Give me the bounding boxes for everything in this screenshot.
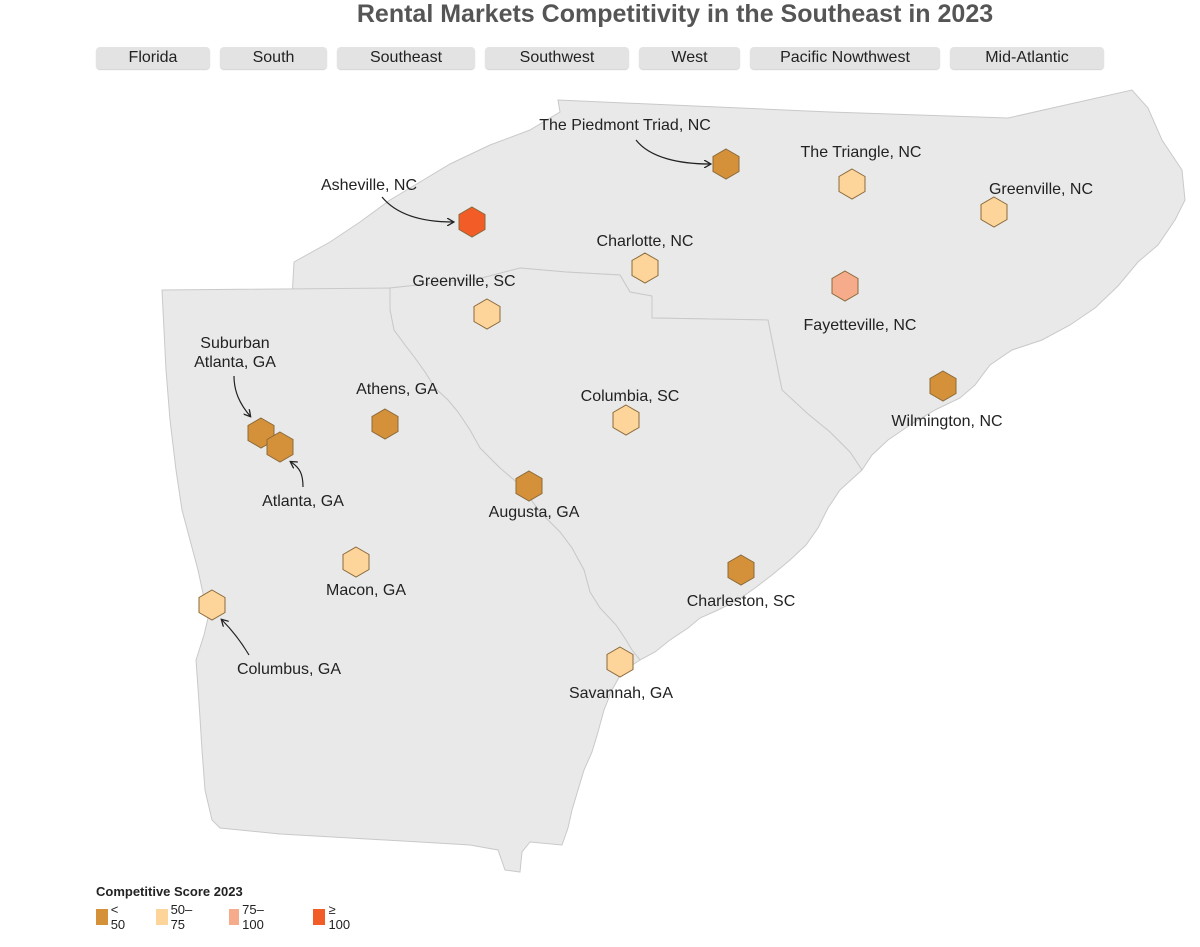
legend-swatch-50to75 bbox=[156, 909, 168, 925]
arrow-piedmont-triad bbox=[635, 139, 710, 164]
tab-southwest[interactable]: Southwest bbox=[485, 47, 629, 69]
city-hex-asheville-nc[interactable] bbox=[458, 206, 486, 238]
tab-mid-atlantic[interactable]: Mid-Atlantic bbox=[950, 47, 1104, 69]
city-hex-the-piedmont-triad-nc[interactable] bbox=[712, 148, 740, 180]
legend-item-50to75: 50–75 bbox=[156, 902, 197, 932]
city-label-atlanta-ga: Atlanta, GA bbox=[262, 493, 344, 510]
annotation-arrows bbox=[222, 139, 710, 656]
arrow-suburban-atlanta bbox=[233, 375, 250, 416]
city-label-greenville-nc: Greenville, NC bbox=[989, 181, 1093, 198]
arrow-columbus bbox=[222, 620, 250, 656]
city-hex-augusta-ga[interactable] bbox=[515, 470, 543, 502]
city-label-macon-ga: Macon, GA bbox=[326, 582, 406, 599]
city-hex-savannah-ga[interactable] bbox=[606, 646, 634, 678]
legend-item-gte100: ≥ 100 bbox=[313, 902, 354, 932]
city-label-columbia-sc: Columbia, SC bbox=[581, 388, 680, 405]
city-hex-charleston-sc[interactable] bbox=[727, 554, 755, 586]
city-hex-columbia-sc[interactable] bbox=[612, 404, 640, 436]
city-label-savannah-ga: Savannah, GA bbox=[569, 685, 673, 702]
city-hex-greenville-sc[interactable] bbox=[473, 298, 501, 330]
legend-swatch-75to100 bbox=[229, 909, 240, 925]
legend-swatch-lt50 bbox=[96, 909, 108, 925]
city-label-wilmington-nc: Wilmington, NC bbox=[891, 413, 1002, 430]
tab-pacific-northwest[interactable]: Pacific Nowthwest bbox=[750, 47, 940, 69]
city-labels: The Piedmont Triad, NC The Triangle, NC Gr… bbox=[194, 117, 1093, 702]
legend-label-50to75: 50–75 bbox=[170, 902, 193, 932]
city-hex-the-triangle-nc[interactable] bbox=[838, 168, 866, 200]
city-label-suburban-atlanta-ga: Suburban Atlanta, GA bbox=[194, 335, 276, 371]
city-label-augusta-ga: Augusta, GA bbox=[489, 504, 580, 521]
city-label-greenville-sc: Greenville, SC bbox=[412, 273, 515, 290]
city-hex-athens-ga[interactable] bbox=[371, 408, 399, 440]
city-label-charleston-sc: Charleston, SC bbox=[687, 593, 796, 610]
tab-west[interactable]: West bbox=[639, 47, 740, 69]
city-label-athens-ga: Athens, GA bbox=[356, 381, 438, 398]
tab-florida[interactable]: Florida bbox=[96, 47, 210, 69]
legend-swatch-gte100 bbox=[313, 909, 326, 925]
city-hex-charlotte-nc[interactable] bbox=[631, 252, 659, 284]
city-label-the-triangle-nc: The Triangle, NC bbox=[801, 144, 922, 161]
page-title: Rental Markets Competitivity in the Sout… bbox=[356, 0, 994, 28]
city-label-fayetteville-nc: Fayetteville, NC bbox=[804, 317, 917, 334]
legend-item-75to100: 75–100 bbox=[229, 902, 270, 932]
legend-label-75to100: 75–100 bbox=[242, 902, 264, 932]
city-markers bbox=[198, 148, 1008, 678]
tab-southeast[interactable]: Southeast bbox=[337, 47, 475, 69]
city-label-columbus-ga: Columbus, GA bbox=[237, 661, 341, 678]
city-hex-fayetteville-nc[interactable] bbox=[831, 270, 859, 302]
city-hex-columbus-ga[interactable] bbox=[198, 589, 226, 621]
city-label-the-piedmont-triad-nc: The Piedmont Triad, NC bbox=[539, 117, 711, 134]
legend-title: Competitive Score 2023 bbox=[96, 884, 243, 899]
legend-label-gte100: ≥ 100 bbox=[328, 902, 351, 932]
arrow-asheville bbox=[381, 196, 453, 222]
land-shapes bbox=[161, 89, 1186, 873]
city-hex-greenville-nc[interactable] bbox=[980, 196, 1008, 228]
tab-south[interactable]: South bbox=[220, 47, 327, 69]
city-hex-wilmington-nc[interactable] bbox=[929, 370, 957, 402]
city-hex-atlanta-ga[interactable] bbox=[266, 431, 294, 463]
arrow-atlanta bbox=[291, 462, 304, 488]
city-label-asheville-nc: Asheville, NC bbox=[321, 177, 417, 194]
legend-label-lt50: < 50 bbox=[110, 902, 126, 932]
city-hex-macon-ga[interactable] bbox=[342, 546, 370, 578]
legend-item-lt50: < 50 bbox=[96, 902, 129, 932]
city-label-charlotte-nc: Charlotte, NC bbox=[597, 233, 694, 250]
